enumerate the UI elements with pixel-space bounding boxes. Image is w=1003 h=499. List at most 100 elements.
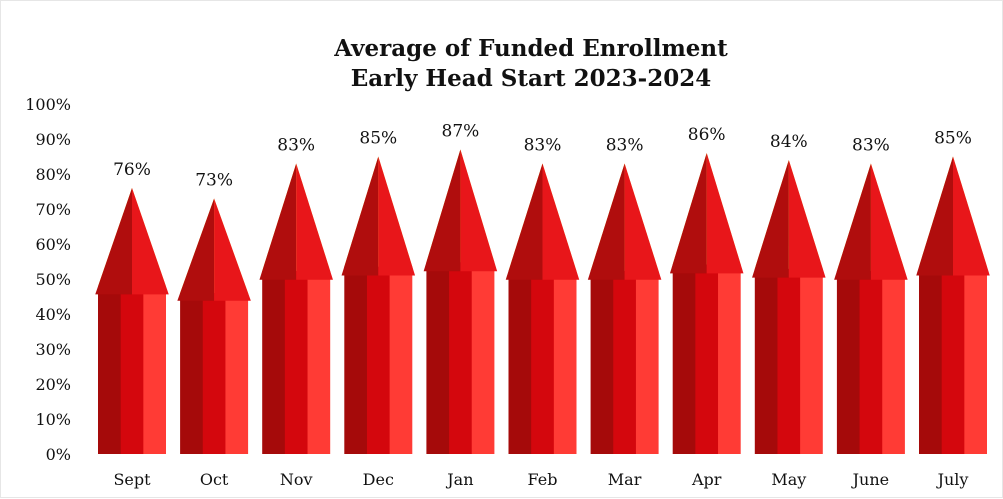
pencil-body-dark [754, 268, 778, 454]
pencil-tip-left [505, 163, 543, 280]
pencil-tip-left [752, 160, 789, 278]
y-tick-label: 0% [46, 445, 71, 464]
bar-feb [505, 163, 580, 454]
pencil-body-light [471, 262, 495, 454]
y-tick-label: 30% [35, 340, 71, 359]
bar-apr [669, 153, 744, 454]
pencil-body-dark [180, 293, 204, 454]
x-tick-label: Dec [363, 470, 394, 489]
data-label: 83% [524, 136, 562, 156]
bar-july [916, 156, 990, 454]
x-tick-label: Apr [691, 470, 722, 489]
pencil-body-mid [284, 270, 309, 454]
data-label: 76% [113, 160, 151, 180]
pencil-tip-right [214, 198, 251, 301]
data-label: 83% [606, 136, 644, 156]
pencil-tip-left [177, 198, 215, 301]
bar-dec [341, 156, 416, 454]
pencil-body-mid [941, 266, 965, 454]
pencil-tip-right [870, 163, 908, 280]
bar-june [834, 163, 908, 454]
pencil-body-dark [508, 270, 532, 454]
x-tick-label: Oct [200, 470, 229, 489]
pencil-tip-left [916, 156, 953, 276]
pencil-body-light [635, 270, 659, 454]
pencil-body-light [882, 270, 905, 454]
pencil-body-mid [613, 270, 637, 454]
pencil-tip-right [132, 188, 169, 295]
data-label: 85% [359, 129, 397, 149]
bar-jan [423, 149, 498, 454]
bar-sept [95, 188, 169, 454]
x-tick-label: Sept [113, 470, 151, 489]
pencil-body-light [553, 270, 577, 454]
bar-oct [177, 198, 251, 454]
pencil-body-light [225, 293, 249, 454]
pencil-tip-right [542, 163, 580, 280]
y-tick-label: 90% [35, 130, 71, 149]
y-tick-label: 40% [35, 305, 71, 324]
y-tick-label: 50% [35, 270, 71, 289]
x-tick-label: May [771, 470, 806, 489]
pencil-tip-right [378, 156, 416, 276]
pencil-tip-right [624, 163, 662, 280]
bar-may [752, 160, 826, 454]
pencil-tip-left [341, 156, 379, 276]
pencil-body-light [718, 264, 741, 454]
chart-title-line-2: Early Head Start 2023-2024 [351, 65, 711, 92]
data-label: 73% [195, 171, 233, 191]
pencil-body-mid [120, 286, 144, 454]
pencil-body-light [307, 270, 331, 454]
data-label: 83% [852, 136, 890, 156]
pencil-body-light [800, 268, 823, 454]
pencil-body-dark [672, 264, 696, 454]
y-tick-label: 20% [35, 375, 71, 394]
pencil-tip-left [259, 163, 297, 280]
pencil-body-mid [859, 270, 883, 454]
y-tick-label: 70% [35, 200, 71, 219]
chart-title-line-1: Average of Funded Enrollment [333, 35, 728, 62]
pencil-body-mid [531, 270, 555, 454]
pencil-body-mid [202, 293, 226, 454]
data-label: 85% [934, 129, 972, 149]
x-tick-label: Nov [280, 470, 313, 489]
x-tick-label: Feb [528, 470, 558, 489]
pencil-tip-right [706, 153, 744, 274]
pencil-body-dark [590, 270, 614, 454]
pencil-body-light [143, 286, 166, 454]
y-tick-label: 80% [35, 165, 71, 184]
x-tick-label: July [936, 470, 969, 489]
pencil-body-dark [836, 270, 861, 454]
pencil-body-light [964, 266, 987, 454]
pencil-body-mid [695, 264, 719, 454]
pencil-body-mid [366, 266, 391, 454]
y-axis: 0% 10% 20% 30% 40% 50% 60% 70% 80% 90% 100% [25, 95, 71, 464]
pencil-body-light [389, 266, 413, 454]
pencil-tip-left [834, 163, 871, 280]
pencil-tip-left [423, 149, 461, 272]
pencil-body-dark [426, 262, 450, 454]
x-tick-label: June [851, 470, 890, 489]
pencil-tip-left [587, 163, 625, 280]
pencil-body-mid [777, 268, 801, 454]
data-label: 84% [770, 132, 808, 152]
pencil-tip-right [296, 163, 333, 280]
pencil-tip-left [669, 153, 707, 274]
pencil-tip-right [460, 149, 498, 272]
pencil-body-mid [449, 262, 473, 454]
pencil-tip-right [953, 156, 990, 276]
x-axis: Sept Oct Nov Dec Jan Feb Mar Apr May June July [113, 470, 968, 489]
x-tick-label: Mar [608, 470, 642, 489]
y-tick-label: 100% [25, 95, 71, 114]
y-tick-label: 60% [35, 235, 71, 254]
pencil-body-dark [919, 266, 943, 454]
data-label: 86% [688, 125, 726, 145]
pencil-tip-left [95, 188, 132, 295]
data-label: 83% [277, 136, 315, 156]
pencil-body-dark [344, 266, 368, 454]
bar-nov [259, 163, 333, 454]
pencil-tip-right [788, 160, 826, 278]
y-tick-label: 10% [35, 410, 71, 429]
pencil-body-dark [98, 286, 122, 454]
